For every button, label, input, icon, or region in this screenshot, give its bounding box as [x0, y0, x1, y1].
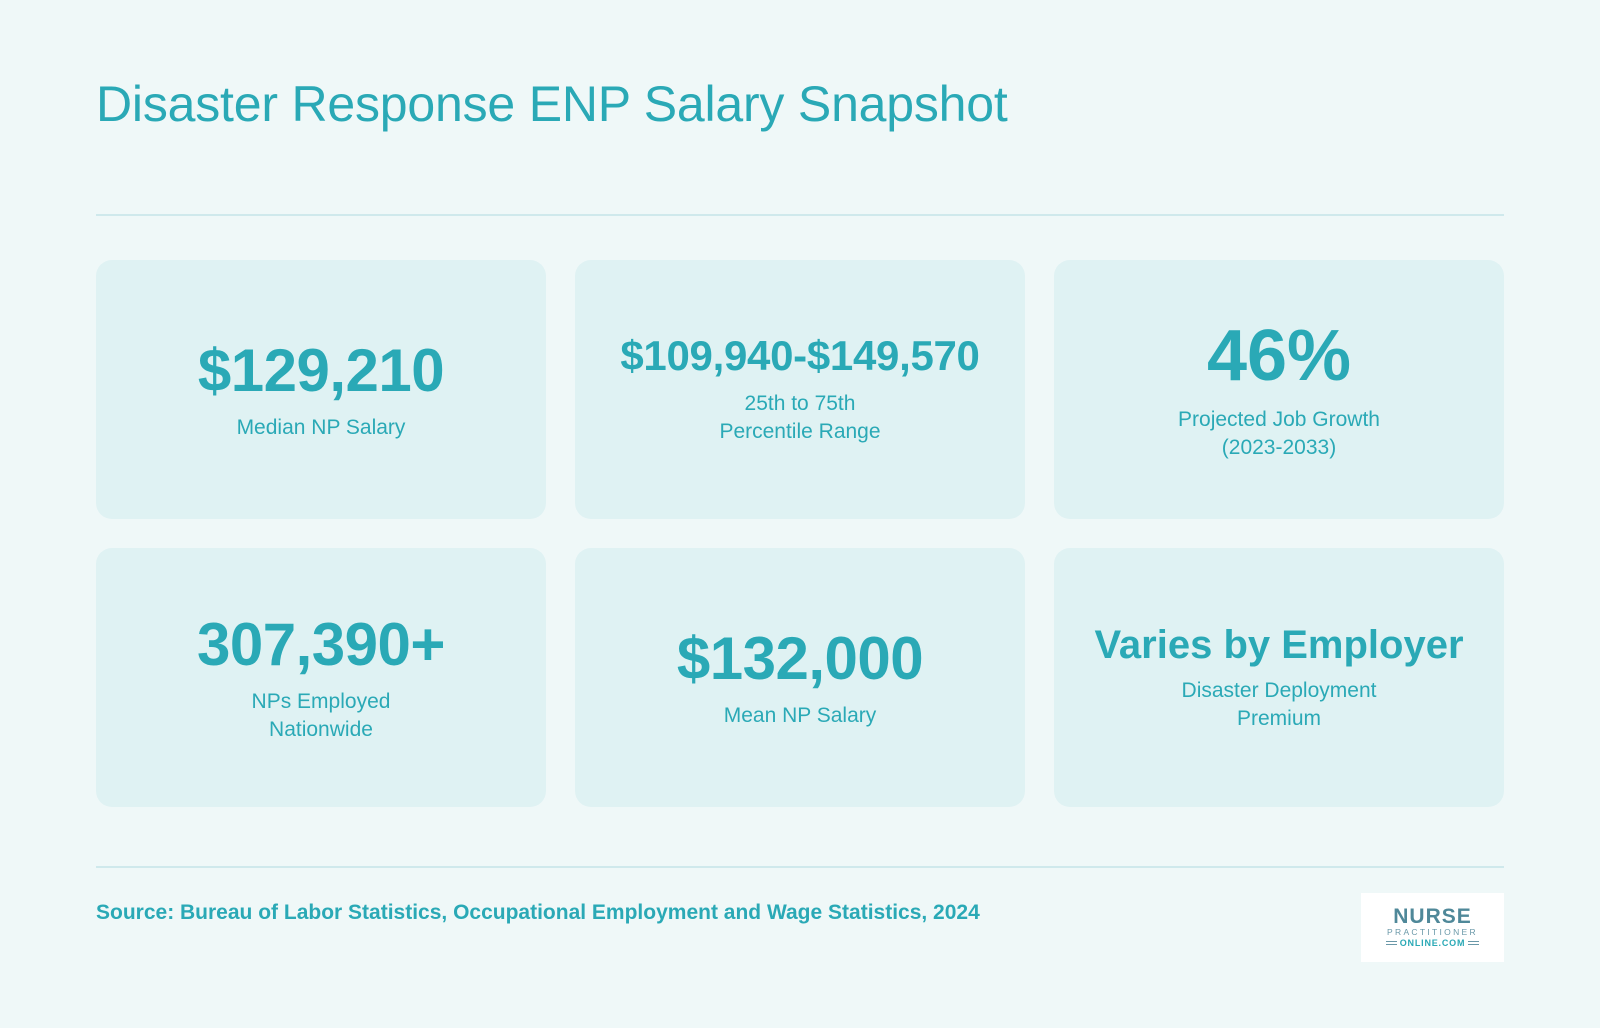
stats-grid: $129,210 Median NP Salary $109,940-$149,… [96, 260, 1504, 807]
stat-label: Median NP Salary [236, 415, 406, 439]
brand-logo: NURSE PRACTITIONER ONLINE.COM [1361, 893, 1504, 962]
top-divider [96, 214, 1504, 216]
logo-wordmark-bottom: ONLINE.COM [1399, 937, 1466, 948]
logo-rule-left [1385, 941, 1397, 945]
stat-card-mean-salary: $132,000 Mean NP Salary [575, 548, 1025, 807]
logo-wordmark-top: NURSE [1393, 904, 1472, 928]
stat-value: $109,940-$149,570 [620, 332, 980, 380]
stat-label: Projected Job Growth (2023-2033) [1178, 408, 1380, 460]
stat-card-job-growth: 46% Projected Job Growth (2023-2033) [1054, 260, 1504, 519]
bottom-divider [96, 866, 1504, 868]
logo-wordmark-bottom-row: ONLINE.COM [1383, 938, 1483, 949]
stat-card-median-salary: $129,210 Median NP Salary [96, 260, 546, 519]
stat-card-deployment-premium: Varies by Employer Disaster Deployment P… [1054, 548, 1504, 807]
logo-wordmark-middle: PRACTITIONER [1387, 926, 1478, 937]
page-title: Disaster Response ENP Salary Snapshot [96, 76, 1008, 132]
stat-value: 307,390+ [197, 610, 445, 678]
stat-label: NPs Employed Nationwide [251, 689, 391, 741]
stat-card-nps-employed: 307,390+ NPs Employed Nationwide [96, 548, 546, 807]
logo-rule-right [1468, 941, 1480, 945]
stat-value: $129,210 [197, 336, 445, 404]
stat-label: Mean NP Salary [723, 703, 877, 727]
stat-value: $132,000 [676, 624, 924, 692]
source-citation: Source: Bureau of Labor Statistics, Occu… [96, 901, 980, 924]
stat-label: 25th to 75th Percentile Range [719, 391, 881, 443]
stat-value: 46% [1206, 315, 1352, 396]
stat-value: Varies by Employer [1094, 622, 1464, 667]
stat-card-percentile-range: $109,940-$149,570 25th to 75th Percentil… [575, 260, 1025, 519]
stat-label: Disaster Deployment Premium [1181, 678, 1377, 730]
